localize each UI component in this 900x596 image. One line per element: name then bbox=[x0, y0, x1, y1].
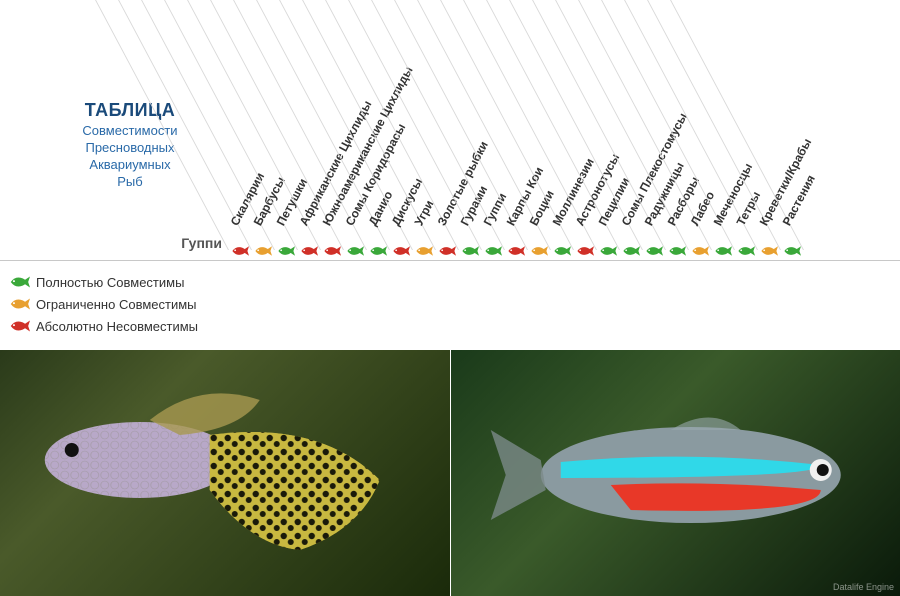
fish-icon bbox=[8, 274, 30, 290]
watermark: Datalife Engine bbox=[833, 582, 894, 592]
fish-icon bbox=[667, 244, 686, 258]
photo-guppy bbox=[0, 350, 451, 596]
fish-icon bbox=[8, 318, 30, 334]
fish-icon bbox=[391, 244, 410, 258]
species-label: Растения bbox=[779, 173, 817, 228]
photo-row: Datalife Engine bbox=[0, 350, 900, 596]
fish-icon bbox=[460, 244, 479, 258]
fish-icon bbox=[299, 244, 318, 258]
species-column: Растения bbox=[780, 10, 803, 270]
legend-item: Ограниченно Совместимы bbox=[8, 296, 198, 312]
chart-divider bbox=[0, 260, 900, 261]
compatibility-chart: ТАБЛИЦА СовместимостиПресноводныхАквариу… bbox=[0, 0, 900, 350]
row-label: Гуппи bbox=[0, 235, 222, 251]
fish-icon bbox=[368, 244, 387, 258]
fish-icon bbox=[506, 244, 525, 258]
chart-title: ТАБЛИЦА bbox=[40, 100, 220, 121]
fish-icon bbox=[552, 244, 571, 258]
fish-icon bbox=[782, 244, 801, 258]
legend-text: Ограниченно Совместимы bbox=[36, 297, 197, 312]
photo-neon-tetra: Datalife Engine bbox=[451, 350, 900, 596]
fish-icon bbox=[621, 244, 640, 258]
legend-text: Полностью Совместимы bbox=[36, 275, 184, 290]
legend-item: Абсолютно Несовместимы bbox=[8, 318, 198, 334]
legend-text: Абсолютно Несовместимы bbox=[36, 319, 198, 334]
fish-icon bbox=[414, 244, 433, 258]
fish-icon bbox=[230, 244, 249, 258]
fish-icon bbox=[713, 244, 732, 258]
fish-icon bbox=[437, 244, 456, 258]
fish-icon bbox=[575, 244, 594, 258]
fish-icon bbox=[345, 244, 364, 258]
fish-icon bbox=[598, 244, 617, 258]
fish-icon bbox=[322, 244, 341, 258]
chart-subtitle: СовместимостиПресноводныхАквариумныхРыб bbox=[40, 123, 220, 191]
species-column: Креветки/Крабы bbox=[757, 10, 780, 270]
fish-icon bbox=[644, 244, 663, 258]
chart-title-block: ТАБЛИЦА СовместимостиПресноводныхАквариу… bbox=[40, 100, 220, 191]
fish-icon bbox=[690, 244, 709, 258]
legend: Полностью Совместимы Ограниченно Совмест… bbox=[8, 274, 198, 340]
fish-icon bbox=[483, 244, 502, 258]
fish-icon bbox=[736, 244, 755, 258]
fish-icon bbox=[8, 296, 30, 312]
fish-icon bbox=[276, 244, 295, 258]
fish-icon bbox=[529, 244, 548, 258]
legend-item: Полностью Совместимы bbox=[8, 274, 198, 290]
fish-icon bbox=[253, 244, 272, 258]
fish-icon bbox=[759, 244, 778, 258]
